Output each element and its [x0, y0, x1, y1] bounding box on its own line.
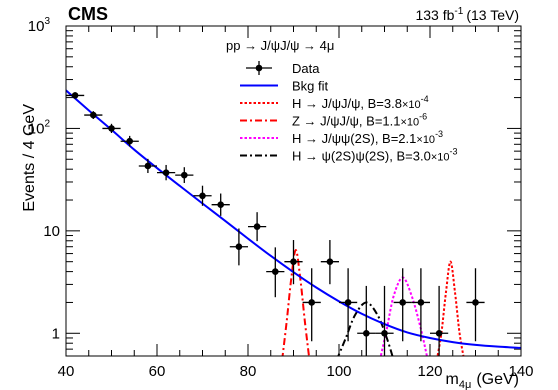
- legend-entry: H → J/ψψ(2S), B=2.1×10-3: [240, 129, 443, 146]
- data-point: [229, 228, 248, 266]
- signal-curves: [281, 249, 465, 356]
- data-marker: [126, 137, 133, 145]
- data-marker: [290, 258, 297, 265]
- data-marker: [381, 329, 388, 337]
- axis-ticks: [65, 25, 522, 357]
- x-tick-label: 120: [417, 363, 442, 380]
- data-marker: [326, 258, 334, 265]
- x-tick-label: 40: [58, 363, 75, 380]
- data-marker: [253, 223, 261, 230]
- data-marker: [435, 329, 443, 337]
- data-point: [157, 164, 176, 181]
- bkg-fit-layer: [66, 89, 521, 349]
- data-marker: [108, 125, 115, 132]
- data-point: [175, 167, 194, 183]
- data-marker: [181, 171, 188, 179]
- legend-label: Data: [292, 61, 320, 76]
- legend-entry: H → ψ(2S)ψ(2S), B=3.0×10-3: [240, 147, 458, 164]
- data-marker: [308, 299, 316, 306]
- data-marker: [272, 268, 279, 275]
- data-marker: [217, 201, 224, 209]
- legend-label: Z → J/ψJ/ψ, B=1.1×10-6: [292, 112, 427, 129]
- data-marker: [344, 299, 352, 306]
- data-point: [466, 268, 485, 342]
- y-axis-title: Events / 4 GeV: [21, 104, 38, 212]
- legend-label: H → J/ψJ/ψ, B=3.8×10-4: [292, 94, 429, 111]
- data-marker: [162, 169, 170, 176]
- plot-frame: [65, 25, 522, 357]
- legend-entry: H → J/ψJ/ψ, B=3.8×10-4: [240, 94, 429, 111]
- data-point: [302, 268, 321, 342]
- data-marker: [144, 162, 152, 170]
- y-tick-label: 10: [43, 223, 60, 240]
- x-tick-label: 80: [240, 363, 257, 380]
- data-point: [193, 185, 212, 206]
- data-marker: [399, 299, 407, 306]
- x-tick-label: 60: [149, 363, 166, 380]
- legend-entry: Data: [246, 61, 320, 76]
- legend-entry: Z → J/ψJ/ψ, B=1.1×10-6: [240, 112, 427, 129]
- y-tick-label: 1: [52, 325, 60, 342]
- bkg-fit-line: [66, 89, 521, 349]
- plot-area: [66, 89, 521, 356]
- data-marker: [417, 299, 425, 306]
- legend-label: H → J/ψψ(2S), B=2.1×10-3: [292, 129, 443, 146]
- data-point: [211, 193, 230, 216]
- legend-label: H → ψ(2S)ψ(2S), B=3.0×10-3: [292, 147, 458, 164]
- y-tick-label: 102: [28, 118, 51, 137]
- data-marker: [71, 92, 79, 99]
- legend-data-marker: [255, 64, 263, 72]
- data-marker: [472, 299, 479, 306]
- data-point: [138, 158, 157, 174]
- data-marker: [235, 243, 243, 251]
- data-marker: [363, 329, 370, 337]
- data-point: [430, 285, 449, 356]
- data-point: [284, 240, 303, 285]
- x-tick-label: 140: [508, 363, 533, 380]
- lumi-label: 133 fb-1 (13 TeV): [415, 6, 519, 23]
- signal-curve: [436, 260, 465, 356]
- data-point: [375, 285, 394, 356]
- legend-entry: Bkg fit: [240, 79, 329, 94]
- data-point: [320, 240, 339, 285]
- data-point: [357, 285, 376, 356]
- data-points: [66, 92, 485, 356]
- legend-header: pp → J/ψJ/ψ → 4μ: [226, 38, 334, 53]
- x-tick-label: 100: [326, 363, 351, 380]
- data-point: [339, 268, 358, 342]
- data-point: [411, 268, 430, 342]
- data-point: [102, 123, 121, 133]
- data-point: [84, 111, 103, 119]
- data-point: [248, 212, 267, 242]
- legend-label: Bkg fit: [292, 79, 329, 94]
- data-point: [266, 247, 285, 298]
- data-marker: [90, 111, 97, 119]
- data-point: [66, 92, 85, 99]
- experiment-label: CMS: [68, 4, 108, 24]
- data-point: [393, 268, 412, 342]
- x-axis-title: m4μ (GeV): [446, 371, 519, 390]
- signal-curve: [281, 249, 310, 356]
- data-marker: [199, 192, 206, 200]
- data-point: [120, 135, 139, 147]
- y-tick-label: 103: [28, 16, 51, 35]
